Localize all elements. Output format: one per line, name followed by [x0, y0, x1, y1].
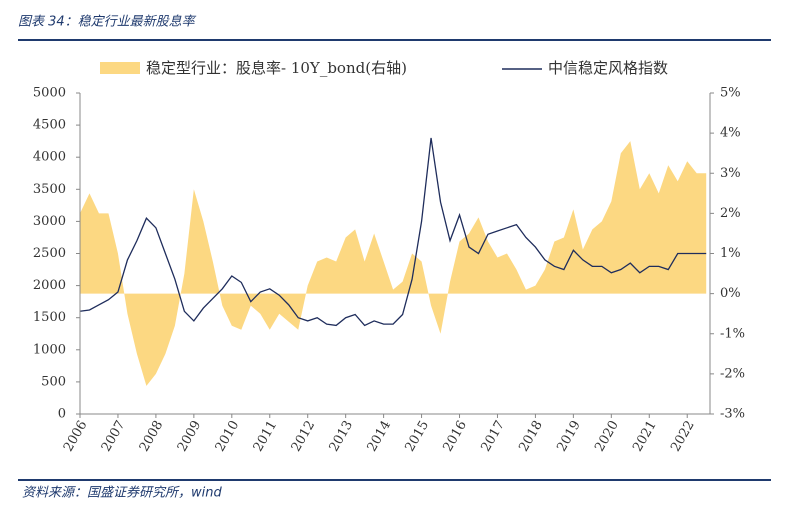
x-tick-label: 2014 [365, 418, 395, 454]
area [80, 141, 707, 386]
y2-tick-label: 4% [720, 126, 741, 141]
x-tick-label: 2017 [478, 418, 508, 454]
x-tick-label: 2006 [61, 418, 91, 454]
footer-source: 资料来源：国盛证券研究所，wind [22, 485, 222, 501]
y2-tick-label: -3% [720, 407, 745, 422]
y-tick-label: 500 [41, 374, 66, 389]
legend-swatch [100, 62, 140, 74]
y2-tick-label: 0% [720, 286, 741, 301]
y2-tick-label: 2% [720, 206, 741, 221]
x-tick-label: 2022 [668, 418, 698, 454]
y-tick-label: 1500 [33, 310, 66, 325]
x-tick-label: 2007 [99, 418, 129, 454]
legend-label: 稳定型行业：股息率- 10Y_bond(右轴) [146, 59, 407, 77]
y2-tick-label: 5% [720, 86, 741, 101]
header-title: 图表 34：稳定行业最新股息率 [18, 14, 197, 30]
y-tick-label: 3500 [33, 182, 66, 197]
y2-tick-label: 3% [720, 166, 741, 181]
x-tick-label: 2011 [251, 418, 281, 454]
y2-tick-label: -1% [720, 326, 745, 341]
line [79, 137, 707, 327]
y-tick-label: 1000 [33, 342, 66, 357]
y-tick-label: 2500 [33, 246, 66, 261]
x-tick-label: 2015 [403, 418, 433, 454]
x-tick-label: 2009 [175, 418, 205, 454]
y-tick-label: 2000 [33, 278, 66, 293]
x-tick-label: 2018 [516, 418, 546, 454]
x-tick-label: 2021 [630, 418, 660, 454]
x-tick-label: 2012 [289, 418, 319, 454]
x-tick-label: 2010 [213, 418, 243, 454]
x-tick-label: 2016 [440, 418, 470, 454]
y2-tick-label: 1% [720, 246, 741, 261]
y-tick-label: 5000 [33, 86, 66, 101]
y-tick-label: 4500 [33, 118, 66, 133]
y-tick-label: 3000 [33, 214, 66, 229]
legend-label: 中信稳定风格指数 [548, 59, 668, 77]
y2-tick-label: -2% [720, 366, 745, 381]
y-tick-label: 0 [58, 407, 66, 422]
y-tick-label: 4000 [33, 150, 66, 165]
x-tick-label: 2013 [327, 418, 357, 454]
x-tick-label: 2019 [554, 418, 584, 454]
x-tick-label: 2008 [137, 418, 167, 454]
x-tick-label: 2020 [592, 418, 622, 454]
